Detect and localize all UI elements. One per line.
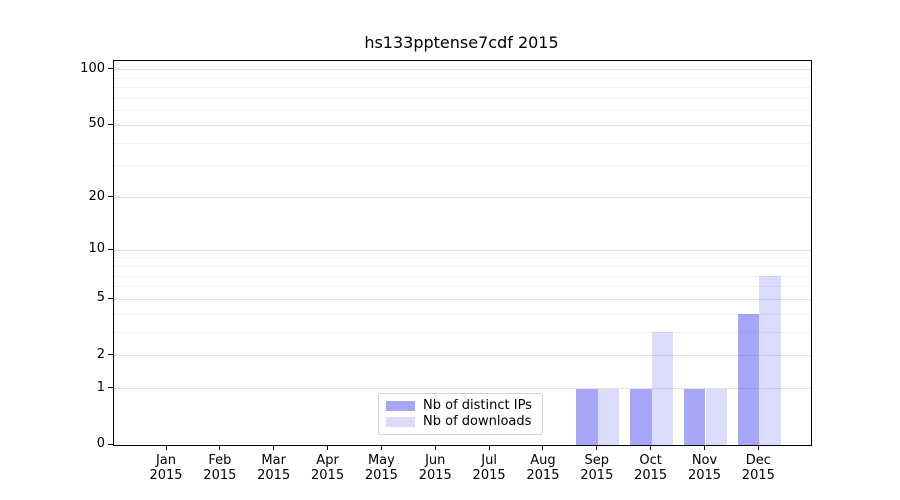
x-tick-label: Sep 2015 [580, 453, 614, 483]
bar-downloads [651, 332, 674, 445]
grid-minor-line [114, 142, 811, 144]
x-tick-mark [596, 445, 598, 450]
grid-major-line [114, 197, 811, 199]
y-tick-label: 2 [96, 346, 105, 362]
x-tick-label: May 2015 [364, 453, 398, 483]
grid-minor-line [114, 77, 811, 79]
y-tick-mark [108, 297, 113, 299]
x-tick-label: Aug 2015 [526, 453, 560, 483]
y-tick-mark [108, 354, 113, 356]
legend-item-distinct-ips: Nb of distinct IPs [379, 397, 542, 413]
plot-area [113, 60, 812, 446]
bar-distinct-ips [737, 314, 760, 445]
legend-label-distinct-ips: Nb of distinct IPs [423, 397, 532, 413]
y-tick-label: 0 [96, 436, 105, 451]
x-tick-label: Oct 2015 [634, 453, 668, 483]
bar-downloads [597, 388, 620, 445]
y-tick-mark [108, 387, 113, 389]
x-tick-label: Jul 2015 [472, 453, 506, 483]
grid-minor-line [114, 110, 811, 112]
grid-minor-line [114, 257, 811, 259]
grid-major-line [114, 355, 811, 357]
y-tick-label: 1 [96, 379, 105, 395]
x-tick-label: Dec 2015 [741, 453, 775, 483]
grid-minor-line [114, 331, 811, 333]
grid-major-line [114, 249, 811, 251]
x-tick-mark [219, 445, 221, 450]
x-tick-mark [704, 445, 705, 450]
x-tick-label: Nov 2015 [687, 453, 722, 483]
bar-downloads [705, 388, 728, 445]
x-tick-label: Apr 2015 [311, 453, 345, 483]
y-tick-mark [108, 248, 113, 250]
y-tick-mark [108, 123, 113, 125]
y-tick-label: 50 [88, 116, 105, 132]
x-tick-mark [542, 445, 544, 450]
y-tick-label: 5 [96, 290, 105, 306]
y-tick-label: 100 [80, 60, 105, 76]
x-tick-mark [757, 445, 759, 450]
y-tick-mark [108, 68, 113, 70]
bar-distinct-ips [576, 388, 598, 445]
chart-title: hs133pptense7cdf 2015 [364, 33, 559, 52]
grid-major-line [114, 298, 811, 300]
grid-major-line [114, 388, 811, 390]
x-tick-mark [327, 445, 329, 450]
grid-minor-line [114, 275, 811, 277]
y-tick-label: 20 [88, 188, 105, 204]
x-tick-label: Jan 2015 [149, 453, 183, 483]
grid-minor-line [114, 286, 811, 288]
x-tick-mark [488, 445, 490, 450]
grid-minor-line [114, 313, 811, 315]
grid-minor-line [114, 165, 811, 167]
grid-minor-line [114, 265, 811, 267]
y-tick-mark [108, 443, 113, 445]
bar-distinct-ips [683, 388, 706, 445]
x-tick-mark [434, 445, 436, 450]
legend-swatch-downloads [386, 417, 415, 428]
y-tick-label: 10 [88, 241, 105, 257]
legend-label-downloads: Nb of downloads [423, 414, 532, 430]
x-tick-mark [165, 445, 167, 450]
y-tick-mark [108, 196, 113, 198]
legend-swatch-distinct-ips [386, 400, 415, 411]
x-tick-mark [380, 445, 382, 450]
legend: Nb of distinct IPs Nb of downloads [378, 393, 543, 435]
grid-major-line [114, 69, 811, 71]
bar-downloads [759, 276, 781, 445]
x-tick-label: Mar 2015 [257, 453, 291, 483]
legend-item-downloads: Nb of downloads [379, 415, 542, 429]
x-tick-label: Jun 2015 [418, 453, 452, 483]
grid-minor-line [114, 98, 811, 100]
grid-major-line [114, 125, 811, 126]
bar-distinct-ips [630, 388, 652, 445]
x-tick-mark [273, 445, 275, 450]
grid-minor-line [114, 87, 811, 89]
x-tick-label: Feb 2015 [203, 453, 237, 483]
x-tick-mark [650, 445, 652, 450]
